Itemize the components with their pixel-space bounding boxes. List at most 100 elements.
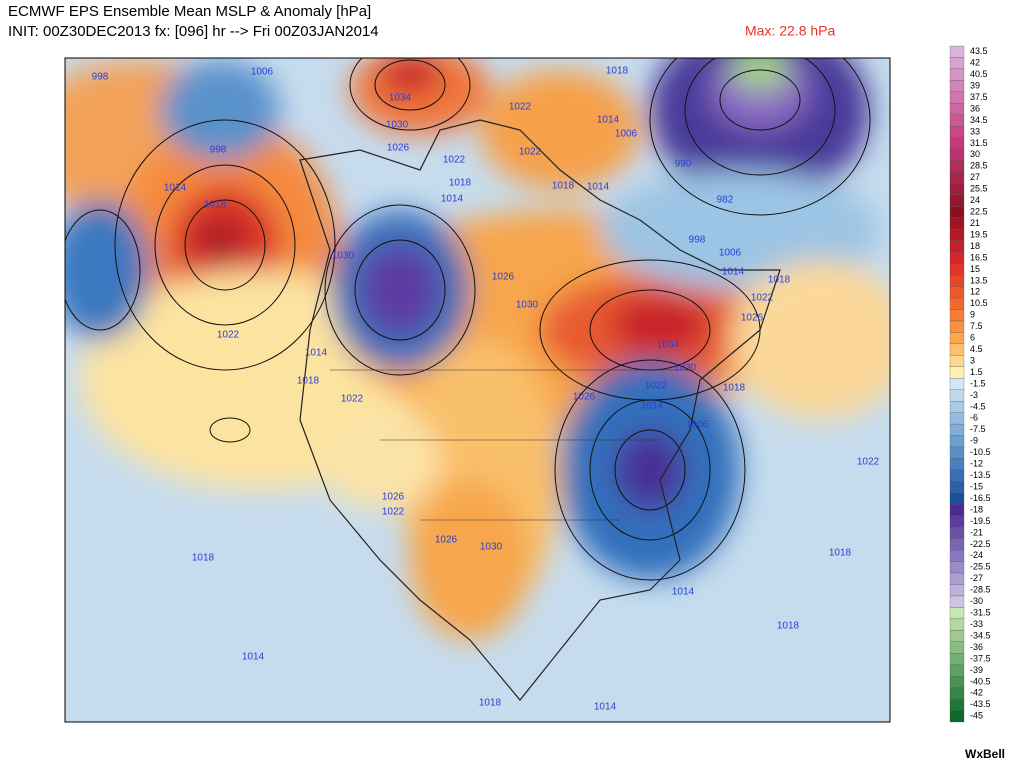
- colorbar-swatch: [949, 240, 965, 253]
- colorbar-swatch: [949, 653, 965, 665]
- colorbar-swatch: [949, 435, 965, 448]
- colorbar-swatch: [949, 103, 965, 115]
- isobar-label: 1014: [587, 182, 610, 193]
- isobar-label: 1026: [492, 272, 515, 283]
- isobar-label: 1026: [573, 392, 596, 403]
- isobar-label: 1006: [251, 67, 274, 78]
- anomaly-blob: [160, 60, 280, 160]
- colorbar-label: 30: [970, 149, 980, 159]
- anomaly-blob: [600, 170, 880, 290]
- isobar-label: 1034: [389, 93, 412, 104]
- isobar-label: 1018: [204, 200, 227, 211]
- colorbar-swatch: [949, 561, 965, 574]
- isobar-label: 1022: [519, 147, 542, 158]
- isobar-label: 1026: [387, 143, 410, 154]
- colorbar-label: 18: [970, 241, 980, 251]
- colorbar-label: -45: [970, 711, 983, 721]
- colorbar-swatch: [949, 332, 965, 345]
- isobar-label: 1026: [741, 313, 764, 324]
- colorbar-swatch: [949, 676, 965, 688]
- colorbar-label: 1.5: [970, 367, 983, 377]
- max-label: Max: 22.8 hPa: [745, 23, 835, 39]
- isobar-label: 1018: [297, 376, 320, 387]
- colorbar-label: -4.5: [970, 401, 986, 411]
- isobar-label: 1018: [829, 548, 852, 559]
- colorbar-label: 10.5: [970, 298, 988, 308]
- colorbar-label: -12: [970, 459, 983, 469]
- colorbar-swatch: [949, 401, 965, 413]
- colorbar-label: 28.5: [970, 161, 988, 171]
- isobar-label: 1014: [242, 652, 265, 663]
- colorbar-swatch: [949, 698, 965, 711]
- colorbar-label: 43.5: [970, 46, 988, 56]
- colorbar-swatch: [949, 504, 965, 516]
- colorbar-label: -37.5: [970, 653, 991, 663]
- colorbar-label: -27: [970, 573, 983, 583]
- colorbar-label: 16.5: [970, 252, 988, 262]
- colorbar-label: -1.5: [970, 378, 986, 388]
- colorbar-swatch: [949, 687, 965, 700]
- isobar-label: 1018: [723, 383, 746, 394]
- isobar: [349, 58, 471, 131]
- isobar-label: 1030: [332, 251, 355, 262]
- colorbar-label: -6: [970, 413, 978, 423]
- isobar-label: 1030: [516, 300, 539, 311]
- colorbar-label: -15: [970, 481, 983, 491]
- isobar: [374, 59, 446, 111]
- isobar-label: 1026: [382, 492, 405, 503]
- colorbar-swatch: [949, 57, 965, 70]
- isobar: [614, 429, 686, 511]
- colorbar-swatch: [949, 114, 965, 127]
- isobar-label: 1030: [386, 120, 409, 131]
- colorbar-swatch: [949, 343, 965, 356]
- isobars: [65, 58, 871, 581]
- colorbar-label: -21: [970, 527, 983, 537]
- colorbar-swatch: [949, 137, 965, 150]
- colorbar-label: 25.5: [970, 184, 988, 194]
- anomaly-blob: [610, 295, 710, 355]
- colorbar-swatch: [949, 263, 965, 276]
- isobar-label: 1014: [722, 267, 745, 278]
- colorbar-swatch: [949, 183, 965, 196]
- colorbar-swatch: [949, 595, 965, 608]
- isobar: [65, 209, 141, 331]
- colorbar-label: -25.5: [970, 562, 991, 572]
- colorbar-swatch: [949, 630, 965, 642]
- isobar-label: 1014: [641, 401, 664, 412]
- borders: [330, 369, 690, 521]
- colorbar-label: -22.5: [970, 539, 991, 549]
- colorbar-label: -9: [970, 436, 978, 446]
- isobar-label: 990: [675, 159, 692, 170]
- colorbar-swatch: [949, 160, 965, 173]
- colorbar-label: 12: [970, 287, 980, 297]
- colorbar-label: -24: [970, 550, 983, 560]
- colorbar-swatch: [949, 355, 965, 367]
- isobar-label: 1018: [479, 698, 502, 709]
- isobar-label: 1018: [552, 181, 575, 192]
- colorbar-swatch: [949, 366, 965, 379]
- colorbar-swatch: [949, 275, 965, 287]
- isobar-label: 998: [92, 72, 109, 83]
- subtitle: INIT: 00Z30DEC2013 fx: [096] hr --> Fri …: [8, 23, 379, 40]
- anomaly-blob: [615, 430, 685, 510]
- colorbar-swatch: [949, 607, 965, 620]
- colorbar-swatch: [949, 148, 965, 161]
- colorbar-label: -43.5: [970, 699, 991, 709]
- colorbar-label: 15: [970, 264, 980, 274]
- colorbar-swatch: [949, 286, 965, 299]
- colorbar-label: -39: [970, 665, 983, 675]
- colorbar-swatch: [949, 126, 965, 138]
- isobar: [114, 119, 336, 371]
- isobar-label: 998: [689, 235, 706, 246]
- colorbar-swatch: [949, 423, 965, 436]
- isobar-label: 1014: [594, 702, 617, 713]
- map-frame: [64, 57, 891, 723]
- colorbar-swatch: [949, 538, 965, 551]
- colorbar-label: -3: [970, 390, 978, 400]
- isobar-label: 1022: [645, 381, 668, 392]
- colorbar: 43.54240.53937.53634.53331.53028.52725.5…: [949, 45, 991, 723]
- isobar-label: 1018: [606, 66, 629, 77]
- isobar: [354, 239, 446, 341]
- colorbar-swatch: [949, 412, 965, 425]
